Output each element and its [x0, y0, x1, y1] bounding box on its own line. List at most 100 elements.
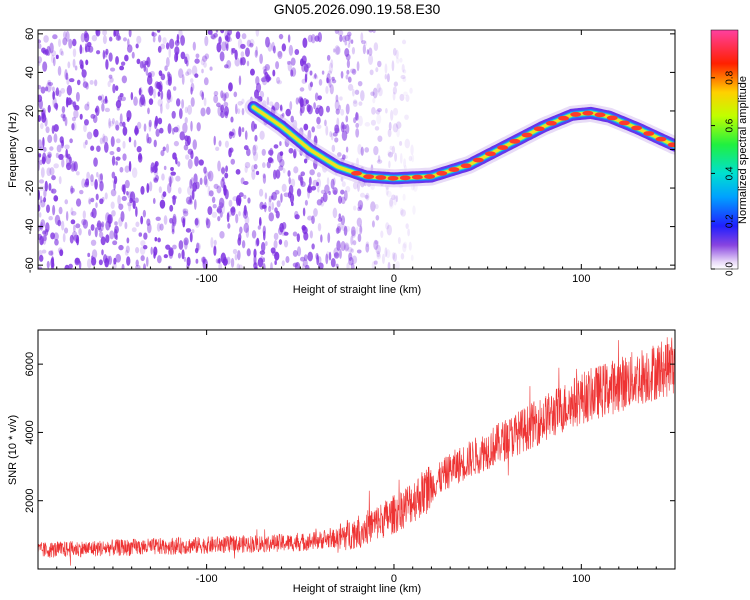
noise-speck	[298, 97, 304, 104]
noise-speck	[192, 41, 196, 51]
noise-speck	[265, 36, 270, 48]
noise-speck	[65, 148, 68, 158]
noise-speck	[94, 227, 98, 238]
noise-speck	[108, 255, 113, 265]
noise-speck	[116, 138, 121, 144]
noise-speck	[50, 232, 55, 240]
noise-speck	[169, 204, 174, 212]
noise-speck	[43, 196, 47, 203]
noise-speck	[42, 137, 45, 148]
x-tick-label: 100	[572, 273, 590, 285]
noise-speck	[135, 247, 140, 254]
noise-speck	[328, 251, 332, 261]
noise-speck	[296, 246, 302, 257]
noise-speck	[211, 35, 217, 40]
noise-speck	[120, 61, 126, 66]
noise-speck	[224, 92, 230, 99]
noise-speck	[58, 153, 64, 160]
noise-speck	[43, 189, 47, 198]
noise-speck	[101, 221, 105, 228]
noise-speck	[271, 202, 275, 211]
spectrogram-noise	[38, 30, 418, 269]
noise-speck	[395, 57, 400, 64]
noise-speck	[227, 223, 231, 229]
noise-speck	[55, 87, 60, 97]
noise-speck	[198, 159, 204, 166]
noise-speck	[356, 226, 359, 235]
noise-speck	[121, 195, 127, 202]
noise-speck	[351, 68, 357, 75]
noise-speck	[65, 211, 69, 222]
noise-speck	[225, 43, 229, 51]
noise-speck	[334, 45, 340, 56]
noise-speck	[307, 34, 313, 43]
noise-speck	[300, 181, 306, 188]
noise-speck	[235, 103, 238, 115]
noise-speck	[337, 30, 344, 36]
noise-speck	[230, 47, 234, 56]
noise-speck	[102, 135, 108, 144]
noise-speck	[201, 55, 208, 63]
noise-speck	[185, 60, 189, 67]
noise-speck	[283, 231, 289, 236]
noise-speck	[96, 145, 101, 153]
noise-speck	[177, 252, 182, 259]
noise-speck	[261, 148, 266, 156]
noise-speck	[230, 257, 235, 268]
noise-speck	[119, 166, 124, 173]
noise-speck	[115, 156, 121, 161]
noise-speck	[53, 163, 59, 169]
noise-speck	[362, 44, 366, 55]
noise-speck	[200, 107, 206, 117]
noise-speck	[186, 262, 190, 269]
noise-speck	[101, 249, 104, 256]
noise-speck	[312, 179, 318, 187]
noise-speck	[180, 51, 186, 60]
noise-speck	[213, 239, 217, 246]
noise-speck	[68, 38, 73, 49]
noise-speck	[38, 160, 41, 171]
y-tick-label: 20	[24, 105, 36, 117]
noise-speck	[370, 201, 376, 212]
noise-speck	[127, 191, 133, 199]
noise-speck	[388, 160, 391, 169]
noise-speck	[54, 196, 58, 201]
noise-speck	[274, 251, 280, 261]
noise-speck	[52, 90, 55, 100]
noise-speck	[182, 208, 189, 214]
noise-speck	[48, 215, 53, 221]
noise-speck	[51, 188, 57, 194]
noise-speck	[118, 203, 124, 211]
noise-speck	[264, 64, 271, 71]
noise-speck	[203, 166, 207, 174]
noise-speck	[176, 124, 181, 133]
noise-speck	[320, 234, 323, 243]
noise-speck	[91, 34, 98, 42]
noise-speck	[402, 193, 406, 201]
noise-speck	[141, 60, 147, 68]
noise-speck	[335, 227, 340, 234]
noise-speck	[96, 220, 102, 231]
noise-speck	[51, 256, 55, 265]
noise-speck	[213, 32, 218, 38]
noise-speck	[190, 86, 193, 95]
noise-speck	[370, 119, 377, 126]
spectrogram-ticks: -100 0 100 -60 -40 -20 0 20 40 60	[24, 28, 676, 285]
noise-speck	[64, 154, 70, 159]
noise-speck	[408, 241, 412, 251]
noise-speck	[316, 116, 321, 125]
noise-speck	[145, 66, 149, 76]
noise-speck	[90, 113, 96, 119]
noise-speck	[372, 30, 376, 34]
noise-speck	[131, 167, 138, 179]
noise-speck	[147, 86, 153, 94]
noise-speck	[165, 143, 170, 153]
noise-speck	[38, 189, 41, 201]
noise-speck	[160, 90, 164, 100]
noise-speck	[124, 54, 129, 62]
noise-speck	[235, 31, 241, 40]
noise-speck	[53, 124, 59, 132]
noise-speck	[38, 254, 44, 262]
noise-speck	[169, 217, 174, 224]
noise-speck	[194, 247, 199, 254]
